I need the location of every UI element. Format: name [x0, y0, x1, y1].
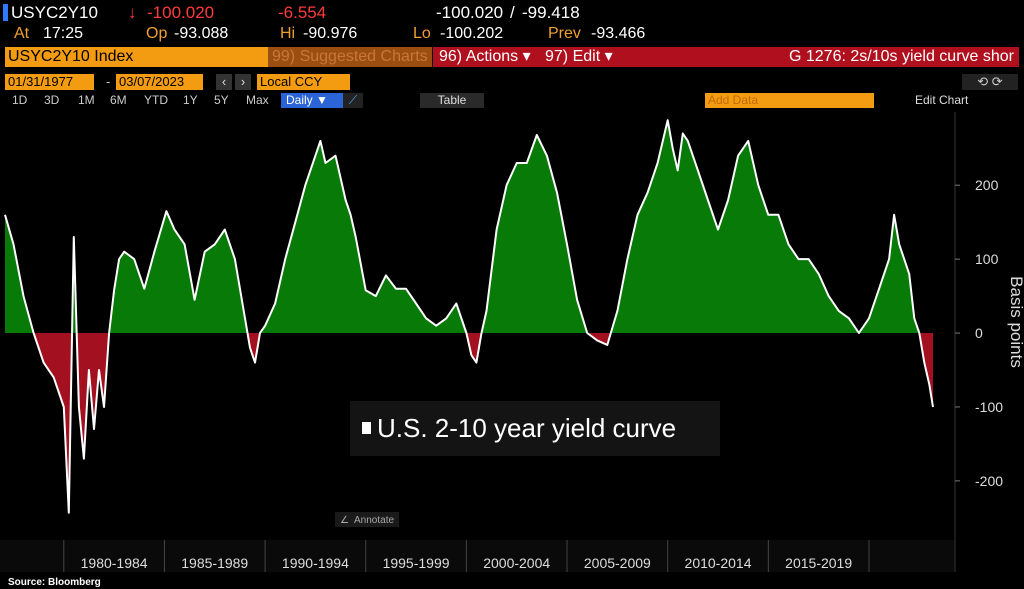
- stat-value: -93.466: [591, 25, 646, 42]
- y-tick-label: -200: [975, 473, 1003, 489]
- ticker-marker: [3, 4, 8, 21]
- y-tick-label: -100: [975, 399, 1003, 415]
- x-tick-label: 2010-2014: [685, 555, 752, 571]
- separator: /: [510, 3, 515, 22]
- range-button[interactable]: 3D: [44, 93, 60, 107]
- y-tick-label: 100: [975, 251, 999, 267]
- x-tick-label: 1985-1989: [181, 555, 248, 571]
- legend-box: [350, 401, 720, 456]
- start-date[interactable]: 01/31/1977: [5, 74, 94, 90]
- series-line: [4, 119, 934, 514]
- annotate-icon: ∠: [340, 515, 349, 526]
- add-data[interactable]: Add Data: [705, 93, 874, 108]
- range-button[interactable]: 1Y: [183, 93, 198, 107]
- range-button[interactable]: 5Y: [214, 93, 229, 107]
- x-tick-label: 2005-2009: [584, 555, 651, 571]
- stat-label: At: [14, 25, 30, 42]
- annotate-label[interactable]: Annotate: [354, 515, 394, 526]
- y-axis-title: Basis points: [1007, 276, 1024, 368]
- security-field[interactable]: USYC2Y10 Index: [5, 47, 268, 67]
- x-axis-band: [0, 540, 955, 572]
- x-tick-label: 1990-1994: [282, 555, 349, 571]
- annotate-button[interactable]: [335, 512, 399, 527]
- chart-title: G 1276: 2s/10s yield curve shor: [615, 47, 1019, 67]
- range-button[interactable]: 1D: [12, 93, 28, 107]
- edit-menu[interactable]: 97) Edit ▾: [539, 47, 615, 67]
- stat-value: -90.976: [303, 25, 358, 42]
- stat-label: Op: [146, 25, 168, 42]
- y-tick-label: 200: [975, 177, 999, 193]
- x-tick-label: 1980-1984: [81, 555, 148, 571]
- prev-button[interactable]: ‹: [216, 74, 232, 90]
- positive-area: [5, 120, 933, 334]
- undo-redo[interactable]: ⟲ ⟳: [962, 74, 1018, 90]
- suggested-charts[interactable]: 99) Suggested Charts: [268, 47, 432, 67]
- range-button[interactable]: 6M: [110, 93, 127, 107]
- ask: -99.418: [522, 3, 580, 22]
- legend-label: U.S. 2-10 year yield curve: [377, 413, 676, 443]
- stat-label: Prev: [548, 25, 581, 42]
- stat-label: Hi: [280, 25, 296, 42]
- date-dash: -: [106, 74, 111, 89]
- bid: -100.020: [436, 3, 504, 22]
- next-button[interactable]: ›: [235, 74, 251, 90]
- end-date[interactable]: 03/07/2023: [116, 74, 203, 90]
- range-button[interactable]: Max: [246, 93, 269, 107]
- net-change: -6.554: [278, 3, 327, 22]
- stat-value: 17:25: [43, 25, 84, 42]
- legend-swatch: [362, 422, 371, 434]
- range-button[interactable]: YTD: [144, 93, 168, 107]
- stat-label: Lo: [413, 25, 431, 42]
- ticker: USYC2Y10: [11, 3, 98, 22]
- source-note: Source: Bloomberg: [8, 577, 101, 588]
- actions-menu[interactable]: 96) Actions ▾: [433, 47, 539, 67]
- frequency[interactable]: Daily ▼: [281, 93, 343, 108]
- line-style[interactable]: ⟋: [343, 93, 363, 108]
- x-tick-label: 1995-1999: [383, 555, 450, 571]
- stat-value: -93.088: [174, 25, 229, 42]
- last-price: -100.020: [147, 3, 215, 22]
- y-tick-label: 0: [975, 325, 983, 341]
- x-tick-label: 2015-2019: [785, 555, 852, 571]
- stat-value: -100.202: [440, 25, 504, 42]
- range-button[interactable]: 1M: [78, 93, 95, 107]
- currency[interactable]: Local CCY: [257, 74, 350, 90]
- table-button[interactable]: Table: [420, 93, 484, 108]
- direction-arrow: ↓: [128, 3, 137, 22]
- edit-chart[interactable]: Edit Chart: [915, 93, 969, 107]
- x-tick-label: 2000-2004: [483, 555, 550, 571]
